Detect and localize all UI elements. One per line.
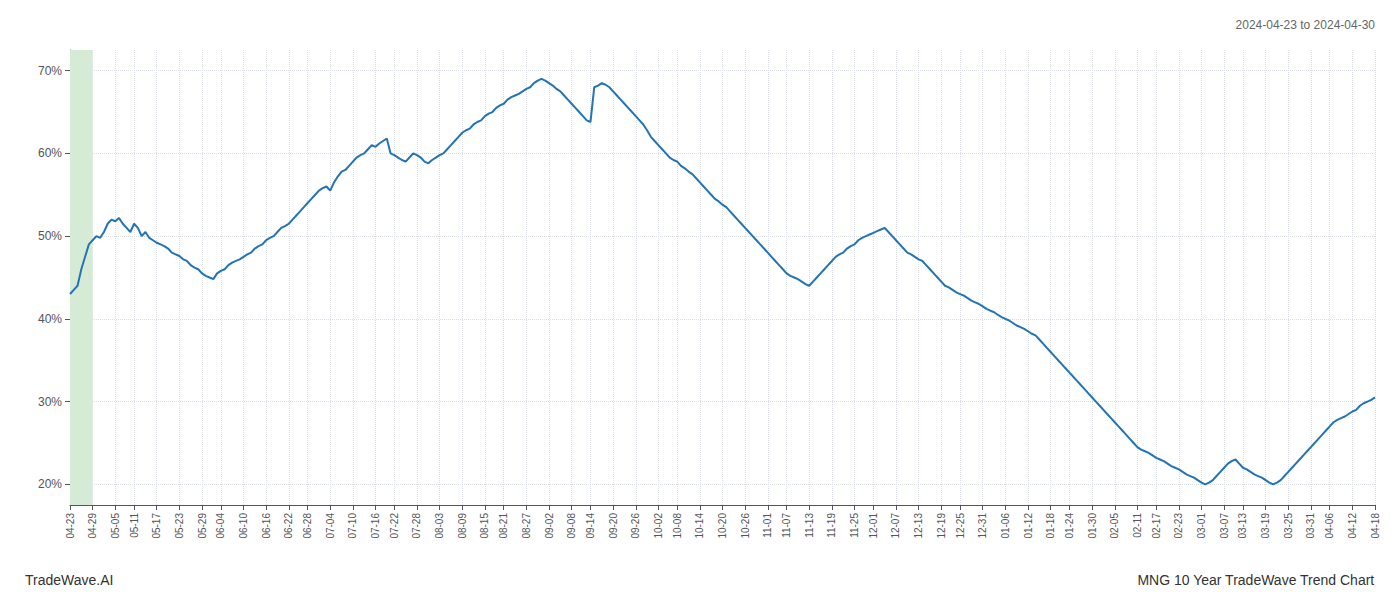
svg-text:02-05: 02-05 <box>1109 513 1120 539</box>
svg-text:10-08: 10-08 <box>672 513 683 539</box>
svg-text:30%: 30% <box>38 395 62 409</box>
svg-text:02-17: 02-17 <box>1151 513 1162 539</box>
svg-text:06-04: 06-04 <box>215 513 226 539</box>
svg-text:70%: 70% <box>38 64 62 78</box>
svg-text:07-28: 07-28 <box>411 513 422 539</box>
svg-text:06-16: 06-16 <box>261 513 272 539</box>
svg-text:09-02: 09-02 <box>544 513 555 539</box>
svg-text:12-19: 12-19 <box>936 513 947 539</box>
svg-text:10-14: 10-14 <box>694 513 705 539</box>
svg-text:04-23: 04-23 <box>65 513 76 539</box>
svg-text:04-29: 04-29 <box>87 513 98 539</box>
svg-text:TradeWave.AI: TradeWave.AI <box>25 572 113 588</box>
svg-text:02-11: 02-11 <box>1132 513 1143 538</box>
svg-text:MNG 10 Year TradeWave Trend Ch: MNG 10 Year TradeWave Trend Chart <box>1137 572 1374 588</box>
svg-text:12-13: 12-13 <box>913 513 924 539</box>
svg-text:09-20: 09-20 <box>608 513 619 539</box>
svg-text:09-26: 09-26 <box>630 513 641 539</box>
svg-text:09-08: 09-08 <box>566 513 577 539</box>
svg-text:08-03: 08-03 <box>434 513 445 539</box>
svg-text:05-29: 05-29 <box>197 513 208 539</box>
svg-text:20%: 20% <box>38 477 62 491</box>
svg-text:03-19: 03-19 <box>1260 513 1271 539</box>
svg-text:03-07: 03-07 <box>1219 513 1230 539</box>
svg-text:06-28: 06-28 <box>302 513 313 539</box>
svg-text:01-24: 01-24 <box>1064 513 1075 539</box>
svg-text:01-18: 01-18 <box>1045 513 1056 539</box>
svg-text:05-05: 05-05 <box>110 513 121 539</box>
svg-text:10-02: 10-02 <box>653 513 664 539</box>
svg-text:04-06: 04-06 <box>1324 513 1335 539</box>
svg-text:09-14: 09-14 <box>585 513 596 539</box>
svg-text:10-20: 10-20 <box>717 513 728 539</box>
svg-text:06-22: 06-22 <box>283 513 294 539</box>
svg-text:11-19: 11-19 <box>826 513 837 538</box>
svg-text:01-30: 01-30 <box>1087 513 1098 539</box>
svg-text:12-31: 12-31 <box>977 513 988 539</box>
svg-text:12-07: 12-07 <box>890 513 901 539</box>
svg-text:05-11: 05-11 <box>129 513 140 538</box>
svg-text:12-25: 12-25 <box>955 513 966 539</box>
svg-text:07-10: 07-10 <box>347 513 358 539</box>
svg-text:11-07: 11-07 <box>781 513 792 538</box>
svg-text:03-13: 03-13 <box>1237 513 1248 539</box>
svg-text:10-26: 10-26 <box>740 513 751 539</box>
svg-text:08-15: 08-15 <box>479 513 490 539</box>
svg-text:03-25: 03-25 <box>1283 513 1294 539</box>
svg-text:07-16: 07-16 <box>370 513 381 539</box>
svg-text:07-04: 07-04 <box>325 513 336 539</box>
svg-text:60%: 60% <box>38 146 62 160</box>
svg-text:07-22: 07-22 <box>389 513 400 539</box>
svg-text:11-25: 11-25 <box>849 513 860 538</box>
svg-text:01-06: 01-06 <box>1000 513 1011 539</box>
svg-text:06-10: 06-10 <box>238 513 249 539</box>
svg-text:2024-04-23 to 2024-04-30: 2024-04-23 to 2024-04-30 <box>1236 18 1376 32</box>
svg-text:04-12: 04-12 <box>1347 513 1358 539</box>
svg-text:08-21: 08-21 <box>498 513 509 539</box>
svg-text:01-12: 01-12 <box>1023 513 1034 539</box>
svg-text:12-01: 12-01 <box>868 513 879 539</box>
svg-text:04-18: 04-18 <box>1370 513 1381 539</box>
svg-text:08-09: 08-09 <box>457 513 468 539</box>
svg-text:02-23: 02-23 <box>1173 513 1184 539</box>
svg-text:40%: 40% <box>38 312 62 326</box>
svg-text:05-23: 05-23 <box>174 513 185 539</box>
svg-text:11-13: 11-13 <box>804 513 815 538</box>
svg-text:11-01: 11-01 <box>762 513 773 538</box>
svg-text:08-27: 08-27 <box>521 513 532 539</box>
svg-text:50%: 50% <box>38 229 62 243</box>
svg-text:03-31: 03-31 <box>1305 513 1316 539</box>
svg-text:03-01: 03-01 <box>1196 513 1207 539</box>
svg-text:05-17: 05-17 <box>151 513 162 539</box>
